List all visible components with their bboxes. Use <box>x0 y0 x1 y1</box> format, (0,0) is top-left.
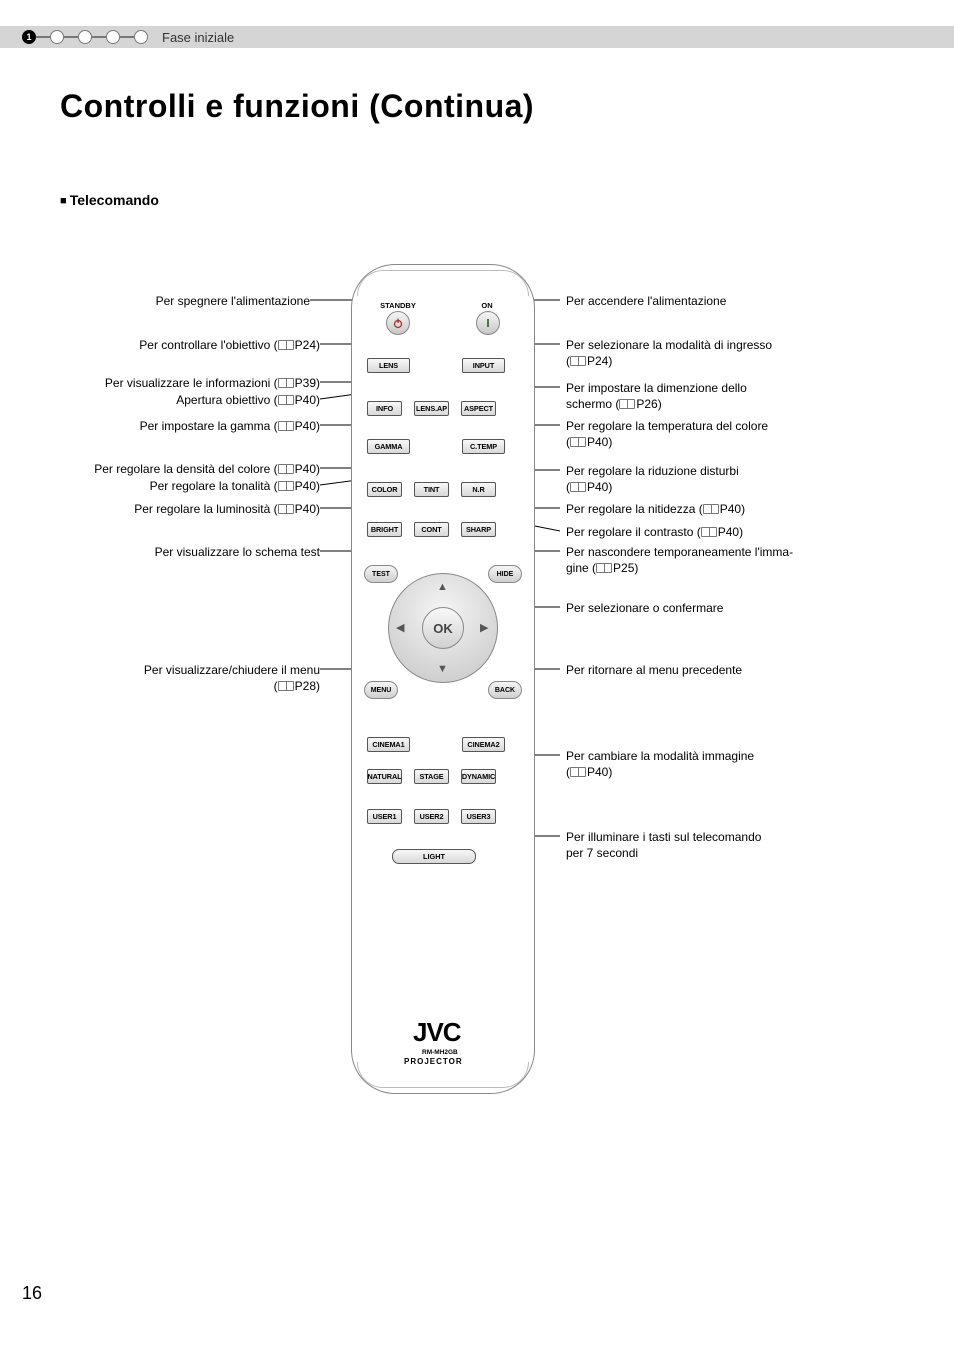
callout-right-2: Per impostare la dimenzione dello scherm… <box>566 380 906 412</box>
page-number: 16 <box>22 1283 42 1304</box>
brand-logo: JVC <box>413 1017 461 1048</box>
hide-button[interactable]: HIDE <box>488 565 522 583</box>
user2-button[interactable]: USER2 <box>414 809 449 824</box>
book-icon <box>570 482 586 492</box>
callout-right-8: Per selezionare o confermare <box>566 600 906 616</box>
callout-right-3: Per regolare la temperatura del colore (… <box>566 418 906 450</box>
lensap-button[interactable]: LENS.AP <box>414 401 449 416</box>
cinema1-button[interactable]: CINEMA1 <box>367 737 410 752</box>
model-label: RM-MH2GB <box>422 1049 458 1056</box>
dynamic-button[interactable]: DYNAMIC <box>461 769 496 784</box>
book-icon <box>278 395 294 405</box>
book-icon <box>570 356 586 366</box>
ok-button[interactable]: OK <box>422 607 464 649</box>
info-button[interactable]: INFO <box>367 401 402 416</box>
breadcrumb: Fase iniziale <box>162 30 234 45</box>
callout-left-9: Per visualizzare/chiudere il menu (P28) <box>30 662 320 694</box>
right-arrow-icon[interactable]: ▶ <box>480 621 488 634</box>
stage-button[interactable]: STAGE <box>414 769 449 784</box>
step-dot-1 <box>22 30 36 44</box>
tint-button[interactable]: TINT <box>414 482 449 497</box>
aspect-button[interactable]: ASPECT <box>461 401 496 416</box>
book-icon <box>278 421 294 431</box>
color-button[interactable]: COLOR <box>367 482 402 497</box>
callout-left-0: Per spegnere l'alimentazione <box>30 293 310 309</box>
input-button[interactable]: INPUT <box>462 358 505 373</box>
back-button[interactable]: BACK <box>488 681 522 699</box>
callout-right-0: Per accendere l'alimentazione <box>566 293 906 309</box>
user1-button[interactable]: USER1 <box>367 809 402 824</box>
book-icon <box>701 527 717 537</box>
lens-button[interactable]: LENS <box>367 358 410 373</box>
book-icon <box>278 481 294 491</box>
header-bar: Fase iniziale <box>0 26 954 48</box>
remote-diagram: STANDBY ON LENS INPUT INFO LENS.AP ASPEC… <box>0 244 954 1124</box>
remote-body: STANDBY ON LENS INPUT INFO LENS.AP ASPEC… <box>351 264 535 1094</box>
cont-button[interactable]: CONT <box>414 522 449 537</box>
up-arrow-icon[interactable]: ▲ <box>437 581 448 593</box>
step-dot-2 <box>50 30 64 44</box>
book-icon <box>278 504 294 514</box>
left-arrow-icon[interactable]: ◀ <box>396 621 404 634</box>
callout-right-10: Per cambiare la modalità immagine (P40) <box>566 748 906 780</box>
on-button[interactable] <box>476 311 500 335</box>
cinema2-button[interactable]: CINEMA2 <box>462 737 505 752</box>
callout-left-1: Per controllare l'obiettivo (P24) <box>30 337 320 353</box>
bright-button[interactable]: BRIGHT <box>367 522 402 537</box>
product-label: PROJECTOR <box>404 1057 463 1066</box>
section-title: Telecomando <box>60 192 159 208</box>
callout-right-6: Per regolare il contrasto (P40) <box>566 524 906 540</box>
on-label: ON <box>472 301 502 310</box>
callout-right-1: Per selezionare la modalità di ingresso … <box>566 337 906 369</box>
natural-button[interactable]: NATURAL <box>367 769 402 784</box>
callout-right-4: Per regolare la riduzione disturbi (P40) <box>566 463 906 495</box>
book-icon <box>596 563 612 573</box>
test-button[interactable]: TEST <box>364 565 398 583</box>
down-arrow-icon[interactable]: ▼ <box>437 663 448 675</box>
book-icon <box>570 767 586 777</box>
standby-button[interactable] <box>386 311 410 335</box>
callout-right-7: Per nascondere temporaneamente l'imma- g… <box>566 544 906 576</box>
menu-button[interactable]: MENU <box>364 681 398 699</box>
book-icon <box>278 378 294 388</box>
callout-left-7: Per regolare la luminosità (P40) <box>30 501 320 517</box>
callout-left-4: Per impostare la gamma (P40) <box>30 418 320 434</box>
nr-button[interactable]: N.R <box>461 482 496 497</box>
callout-left-6: Per regolare la tonalità (P40) <box>30 478 320 494</box>
light-button[interactable]: LIGHT <box>392 849 476 864</box>
step-dot-4 <box>106 30 120 44</box>
callout-left-8: Per visualizzare lo schema test <box>30 544 320 560</box>
sharp-button[interactable]: SHARP <box>461 522 496 537</box>
book-icon <box>619 399 635 409</box>
step-dot-5 <box>134 30 148 44</box>
book-icon <box>278 681 294 691</box>
step-indicator <box>22 30 148 44</box>
callout-right-9: Per ritornare al menu precedente <box>566 662 906 678</box>
callout-left-5: Per regolare la densità del colore (P40) <box>15 461 320 477</box>
book-icon <box>278 464 294 474</box>
callout-left-2: Per visualizzare le informazioni (P39) <box>30 375 320 391</box>
callout-right-5: Per regolare la nitidezza (P40) <box>566 501 906 517</box>
book-icon <box>570 437 586 447</box>
standby-label: STANDBY <box>378 301 418 310</box>
callout-right-11: Per illuminare i tasti sul telecomando p… <box>566 829 906 861</box>
step-dot-3 <box>78 30 92 44</box>
callout-left-3: Apertura obiettivo (P40) <box>30 392 320 408</box>
page-title: Controlli e funzioni (Continua) <box>60 88 534 125</box>
ctemp-button[interactable]: C.TEMP <box>462 439 505 454</box>
user3-button[interactable]: USER3 <box>461 809 496 824</box>
gamma-button[interactable]: GAMMA <box>367 439 410 454</box>
book-icon <box>278 340 294 350</box>
book-icon <box>703 504 719 514</box>
